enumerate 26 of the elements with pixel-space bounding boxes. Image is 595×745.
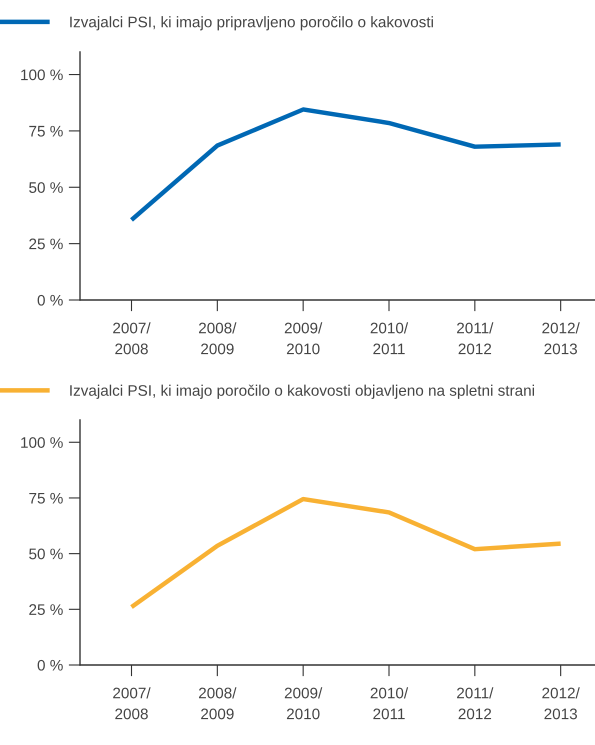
y-tick-label: 50 % — [29, 182, 63, 193]
legend-label: Izvajalci PSI, ki imajo pripravljeno poročilo o kakovosti — [70, 16, 433, 30]
x-tick-label: 2007/ 2008 — [113, 687, 151, 720]
y-tick-label: 0 % — [38, 660, 63, 671]
x-tick-label: 2007/ 2008 — [113, 322, 151, 354]
y-tick-label: 100 % — [21, 437, 63, 448]
y-tick-label: 0 % — [38, 294, 63, 306]
y-tick-label: 100 % — [21, 69, 63, 80]
x-tick-label: 2009/ 2010 — [284, 322, 322, 354]
x-tick-label: 2010/ 2011 — [370, 322, 408, 354]
legend-label: Izvajalci PSI, ki imajo poročilo o kakovosti objavljeno na spletni strani — [70, 384, 534, 399]
y-tick-label: 25 % — [29, 238, 63, 250]
y-tick-label: 25 % — [29, 604, 63, 616]
x-tick-label: 2010/ 2011 — [370, 687, 408, 720]
y-tick-label: 50 % — [29, 548, 63, 560]
x-tick-label: 2009/ 2010 — [284, 687, 322, 720]
x-tick-label: 2008/ 2009 — [198, 322, 236, 354]
x-tick-label: 2011/ 2012 — [457, 322, 494, 354]
line-series — [129, 107, 563, 222]
y-tick-label: 75 % — [29, 492, 63, 504]
line-series — [129, 496, 563, 610]
x-tick-label: 2012/ 2013 — [542, 322, 580, 354]
x-tick-label: 2011/ 2012 — [457, 687, 494, 720]
x-tick-label: 2012/ 2013 — [542, 687, 580, 720]
x-tick-label: 2008/ 2009 — [198, 687, 236, 720]
y-tick-label: 75 % — [29, 126, 63, 137]
